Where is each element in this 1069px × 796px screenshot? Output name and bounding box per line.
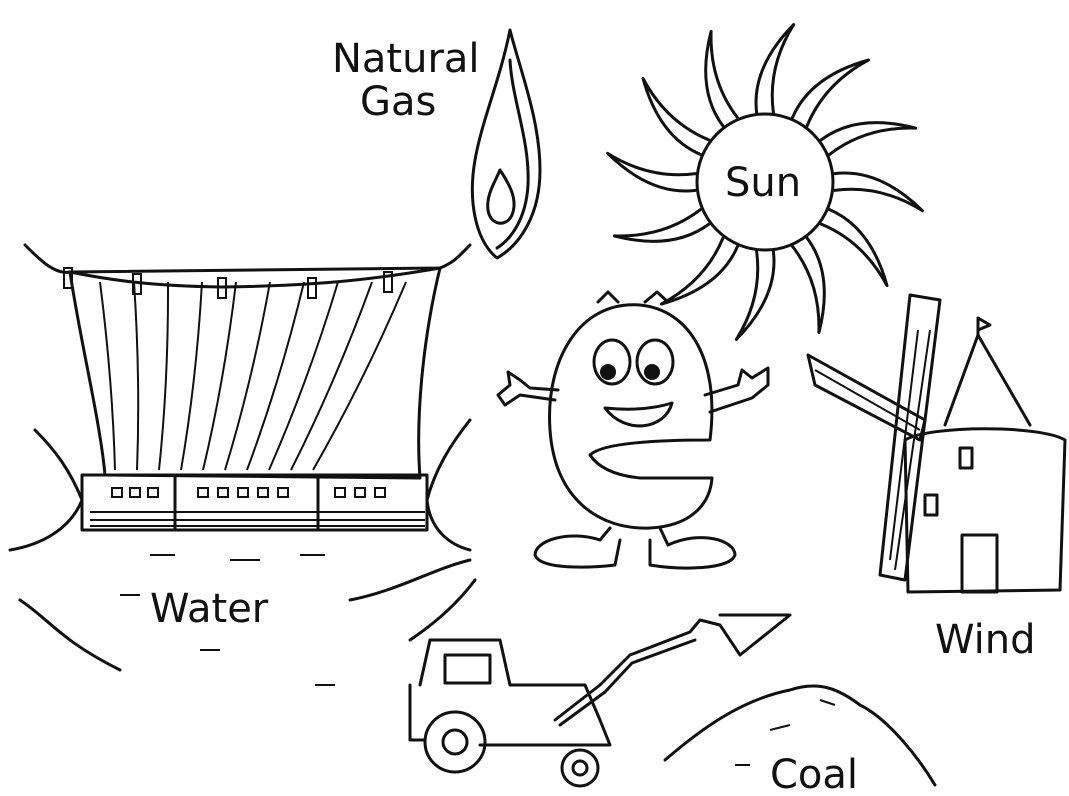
label-gas: Gas (360, 79, 436, 125)
pupil (644, 364, 660, 380)
pupil (600, 364, 616, 380)
label-coal: Coal (770, 752, 858, 796)
energy-illustration: Natural Gas Sun Water (0, 0, 1069, 796)
label-wind: Wind (935, 617, 1036, 663)
label-sun: Sun (725, 160, 801, 206)
label-water: Water (150, 586, 269, 632)
label-natural: Natural (332, 36, 480, 82)
